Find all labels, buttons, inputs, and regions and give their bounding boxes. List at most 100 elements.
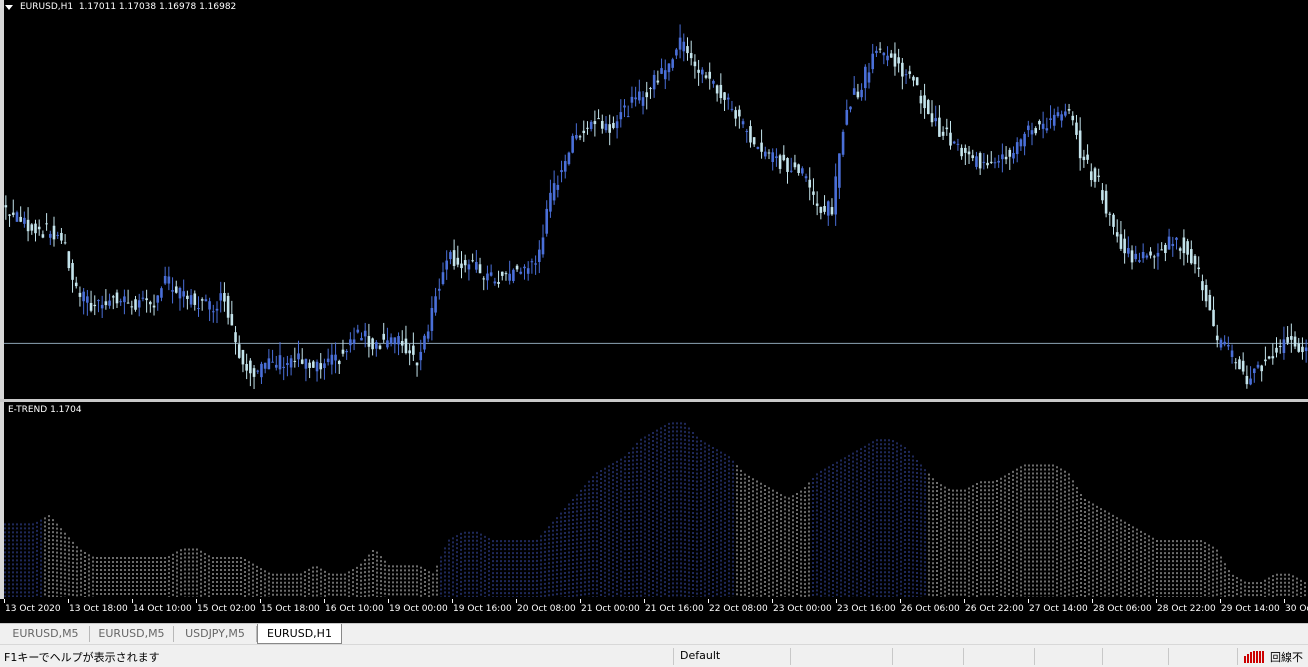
candle-body [1004, 156, 1008, 160]
candle-body [197, 308, 200, 310]
time-tick [452, 599, 453, 603]
candle-body [815, 203, 819, 206]
candle-body [1223, 341, 1226, 345]
candle-body [678, 37, 682, 50]
candle-body [15, 212, 19, 222]
candle-body [386, 340, 389, 348]
candle-body [382, 333, 386, 340]
candle-body [252, 368, 256, 377]
candle-body [660, 68, 663, 74]
pane-divider[interactable] [0, 399, 1308, 402]
candle-body [123, 296, 126, 303]
candle-body [560, 170, 563, 173]
time-tick [964, 599, 965, 603]
candle-body [671, 59, 674, 68]
time-axis-label: 13 Oct 2020 [5, 604, 61, 614]
candle-body [708, 71, 712, 79]
candle-body [1052, 114, 1056, 126]
chart-menu-triangle-icon[interactable] [5, 5, 13, 10]
candle-body [926, 100, 930, 115]
candle-body [160, 288, 163, 298]
candle-body [286, 363, 289, 365]
candle-body [652, 74, 656, 90]
candle-body [864, 66, 867, 89]
price-pane[interactable] [0, 0, 1308, 399]
candle-body [949, 132, 952, 146]
candle-body [1045, 128, 1049, 131]
candle-body [204, 299, 208, 302]
candle-body [200, 299, 204, 301]
tab-eurusd-m5-1[interactable]: EURUSD,M5 [2, 626, 90, 642]
candle-body [360, 337, 363, 341]
time-axis-label: 30 Oct [1285, 604, 1308, 614]
connection-status-icon[interactable] [1243, 650, 1265, 663]
candle-body [845, 109, 849, 125]
candle-body [34, 223, 37, 234]
candle-body [1134, 253, 1138, 260]
candle-body [826, 201, 830, 216]
candle-body [901, 62, 904, 77]
candle-body [530, 261, 534, 263]
indicator-pane[interactable] [0, 402, 1308, 599]
candle-body [1164, 244, 1167, 254]
candle-body [1049, 118, 1052, 120]
candle-body [56, 234, 60, 236]
candle-body [538, 249, 541, 263]
status-separator [790, 648, 791, 665]
tab-eurusd-h1[interactable]: EURUSD,H1 [257, 624, 342, 644]
candle-body [219, 293, 223, 301]
candle-body [1019, 139, 1023, 147]
tab-usdjpy-m5[interactable]: USDJPY,M5 [174, 626, 257, 642]
candle-body [319, 363, 323, 370]
candle-body [115, 292, 119, 304]
candle-body [697, 69, 700, 73]
candle-body [304, 358, 308, 369]
candle-body [1130, 250, 1134, 263]
candle-body [541, 237, 545, 255]
candle-body [300, 359, 304, 364]
candle-body [482, 278, 486, 280]
time-tick [132, 599, 133, 603]
time-axis-label: 19 Oct 00:00 [389, 604, 448, 614]
candle-body [841, 131, 845, 155]
candle-body [323, 363, 326, 368]
candle-body [430, 307, 434, 331]
status-separator [673, 648, 674, 665]
candle-body [334, 354, 337, 361]
candle-body [182, 291, 185, 297]
chart-window[interactable]: EURUSD,H1 1.17011 1.17038 1.16978 1.1698… [0, 0, 1308, 623]
candle-body [852, 88, 856, 95]
candle-body [171, 290, 174, 292]
tab-eurusd-m5-2[interactable]: EURUSD,M5 [90, 626, 174, 642]
candle-body [819, 206, 823, 213]
candle-body [812, 191, 815, 195]
time-tick [1220, 599, 1221, 603]
profile-name[interactable]: Default [680, 649, 721, 662]
candle-body [552, 183, 556, 201]
candle-body [730, 108, 734, 110]
candle-body [278, 355, 282, 370]
candle-body [193, 293, 197, 305]
candle-body [1060, 114, 1063, 121]
candle-body [1234, 362, 1238, 364]
candle-body [67, 251, 71, 269]
candle-body [1104, 190, 1108, 214]
candle-body [145, 298, 148, 301]
candle-body [397, 336, 400, 345]
candle-body [960, 147, 963, 157]
candle-body [882, 52, 886, 56]
candle-body [78, 292, 82, 297]
candle-body [1190, 249, 1193, 264]
time-axis-label: 16 Oct 10:00 [325, 604, 384, 614]
candle-body [297, 353, 300, 360]
candle-body [823, 206, 826, 212]
candle-body [423, 335, 426, 350]
candle-body [471, 260, 474, 262]
time-tick [644, 599, 645, 603]
candle-body [4, 205, 8, 208]
candle-body [37, 226, 41, 230]
candle-body [578, 136, 582, 138]
candle-body [1230, 350, 1234, 357]
candle-body [134, 299, 137, 310]
candle-body [763, 151, 767, 157]
